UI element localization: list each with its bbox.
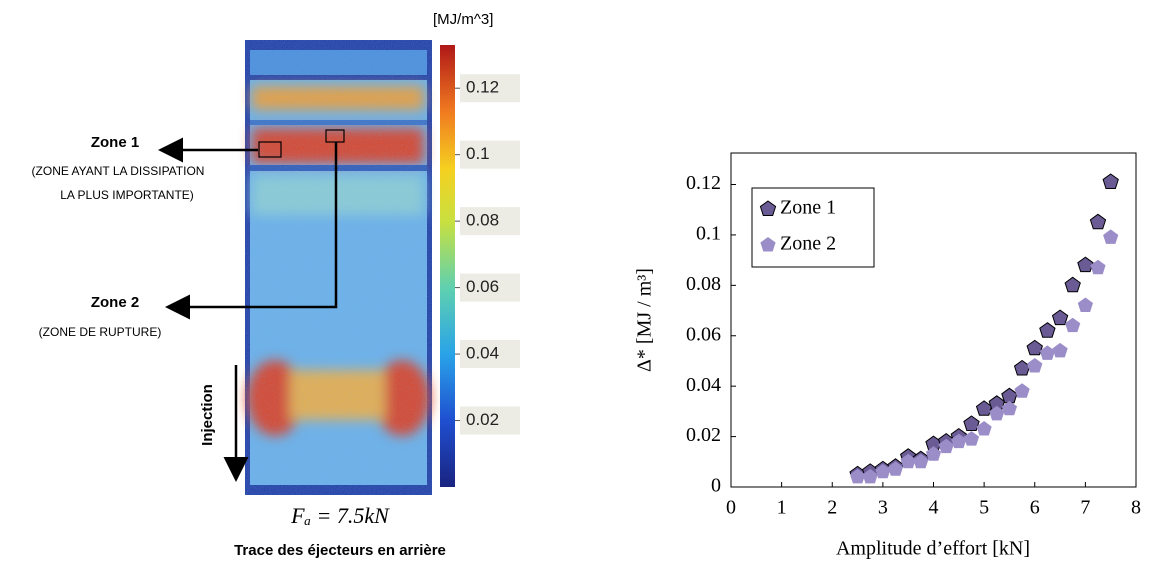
tick-label-bg bbox=[460, 74, 520, 103]
colorbar-tick-label: 0.04 bbox=[466, 344, 499, 363]
annotation: Injection bbox=[199, 384, 216, 446]
point bbox=[951, 433, 967, 449]
point bbox=[976, 421, 992, 436]
x-tick-label: 1 bbox=[777, 497, 787, 519]
x-tick-label: 7 bbox=[1080, 497, 1090, 519]
legend-label: Zone 1 bbox=[780, 197, 836, 219]
x-axis-label: Amplitude d’effort [kN] bbox=[836, 538, 1030, 560]
colorbar-tick-label: 0.08 bbox=[466, 211, 499, 230]
annotation: (ZONE DE RUPTURE) bbox=[39, 325, 162, 339]
point bbox=[862, 468, 878, 484]
point bbox=[1039, 322, 1056, 338]
point bbox=[1013, 359, 1031, 376]
point bbox=[1014, 383, 1030, 398]
heatmap-image bbox=[158, 40, 455, 495]
x-tick-label: 2 bbox=[827, 497, 837, 519]
point bbox=[1090, 259, 1106, 275]
tick-label-bg bbox=[460, 273, 520, 302]
point bbox=[1089, 213, 1107, 230]
point bbox=[875, 463, 891, 479]
colorbar-tick-label: 0.06 bbox=[466, 277, 499, 296]
tick-label-bg bbox=[460, 207, 520, 236]
left-panel: [MJ/m^3] Zone 1 (ZONE AYANT LA DISSIPATI… bbox=[32, 11, 520, 559]
point bbox=[963, 431, 980, 446]
colorbar-tick-label: 0.12 bbox=[466, 78, 499, 97]
point bbox=[989, 405, 1005, 421]
point bbox=[913, 453, 929, 469]
point bbox=[1077, 256, 1094, 273]
colorbar-tick-label: 0.1 bbox=[466, 144, 490, 163]
point bbox=[925, 446, 942, 461]
tick-label-bg bbox=[460, 340, 520, 369]
x-tick-label: 6 bbox=[1030, 497, 1040, 519]
y-tick-label: 0.06 bbox=[686, 323, 721, 345]
x-tick-label: 3 bbox=[878, 497, 888, 519]
y-tick-label: 0.12 bbox=[686, 172, 721, 194]
point bbox=[1039, 345, 1055, 360]
annotation: Zone 1 bbox=[91, 134, 139, 151]
point bbox=[850, 468, 866, 484]
scatter-panel: Amplitude d’effort [kN] Δ* [MJ / m³] 0 1 2… bbox=[634, 152, 1141, 560]
x-tick-label: 0 bbox=[726, 497, 736, 519]
y-tick-label: 0 bbox=[711, 475, 721, 497]
y-axis-label: Δ* [MJ / m³] bbox=[634, 268, 656, 372]
caption: Trace des éjecteurs en arrière bbox=[234, 542, 446, 559]
point bbox=[1001, 387, 1018, 404]
point bbox=[1027, 358, 1043, 373]
point bbox=[1051, 309, 1069, 326]
annotation: (ZONE AYANT LA DISSIPATION bbox=[32, 164, 205, 178]
point bbox=[963, 415, 980, 431]
x-tick-label: 4 bbox=[929, 497, 939, 519]
y-tick-label: 0.1 bbox=[696, 223, 721, 245]
colorbar bbox=[440, 45, 455, 487]
annotation: Zone 2 bbox=[91, 294, 139, 311]
point bbox=[1103, 229, 1119, 244]
point bbox=[1001, 400, 1017, 416]
point bbox=[1052, 342, 1068, 358]
point bbox=[938, 438, 954, 454]
annotation: Fₐ = 7.5kN bbox=[290, 503, 390, 528]
point bbox=[1102, 173, 1119, 189]
x-tick-label: 5 bbox=[979, 497, 989, 519]
tick-label-bg bbox=[460, 140, 520, 169]
legend-box bbox=[751, 187, 875, 268]
point bbox=[1065, 317, 1081, 333]
point bbox=[1077, 297, 1093, 312]
y-tick-label: 0.02 bbox=[686, 424, 721, 446]
legend-label: Zone 2 bbox=[780, 233, 836, 255]
point bbox=[1064, 276, 1081, 293]
y-tick-label: 0.08 bbox=[686, 273, 721, 295]
point bbox=[1026, 339, 1043, 356]
x-tick-label: 8 bbox=[1131, 497, 1141, 519]
colorbar-tick-label: 0.02 bbox=[466, 410, 499, 429]
y-tick-label: 0.04 bbox=[686, 374, 721, 396]
legend-marker bbox=[760, 237, 776, 252]
point bbox=[900, 453, 916, 469]
colorbar-label: [MJ/m^3] bbox=[433, 11, 493, 28]
point bbox=[887, 461, 904, 476]
legend-marker bbox=[759, 200, 777, 216]
tick-label-bg bbox=[460, 406, 520, 435]
annotation: LA PLUS IMPORTANTE) bbox=[60, 188, 194, 202]
